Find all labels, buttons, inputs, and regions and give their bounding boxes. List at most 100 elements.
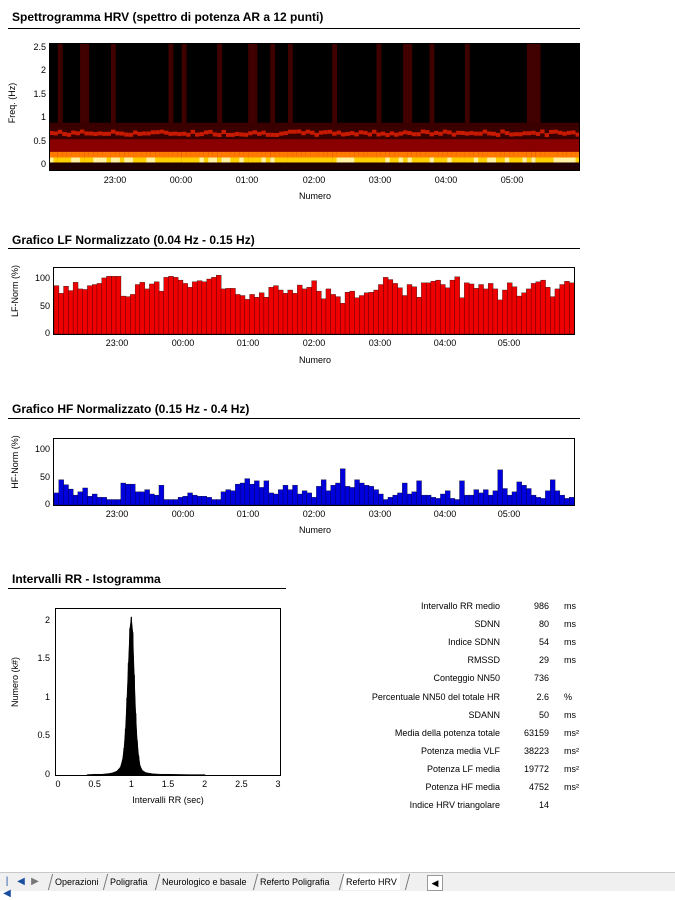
hf-xtick: 05:00: [489, 509, 529, 519]
spectrogram-cell: [270, 157, 275, 162]
hf-bar: [64, 485, 69, 505]
stats-value: 38223: [509, 746, 549, 756]
stats-row: RMSSD: [300, 655, 500, 669]
sheet-tab[interactable]: Operazioni: [52, 874, 102, 890]
spectrogram-cell: [359, 157, 364, 162]
hf-bar: [526, 489, 531, 506]
lf-bar: [245, 299, 250, 334]
spectrogram-cell: [195, 157, 200, 162]
lf-ytick: 100: [24, 273, 50, 283]
lf-bar: [168, 276, 173, 334]
lf-xlabel: Numero: [275, 355, 355, 365]
spectrogram-cell: [217, 163, 222, 171]
spectrogram-cell: [492, 163, 497, 171]
hist-bar: [128, 663, 129, 775]
spectrogram-cell: [58, 152, 63, 158]
spectrogram-cell: [368, 157, 373, 162]
spectrogram-cell: [438, 163, 443, 171]
spectrogram-cell: [102, 132, 107, 136]
spectrogram-cell: [505, 152, 510, 158]
lf-xtick: 23:00: [97, 338, 137, 348]
stats-label: Potenza HF media: [425, 782, 500, 792]
sheet-tab[interactable]: Poligrafia: [107, 874, 151, 890]
spectrogram-cell: [483, 152, 488, 158]
stats-value: 54: [509, 637, 549, 647]
spectrogram-cell: [381, 123, 386, 139]
stats-label: SDNN: [474, 619, 500, 629]
hf-bar: [307, 493, 312, 505]
spectrogram-ytick: 1: [20, 112, 46, 122]
spectrogram-cell: [315, 157, 320, 162]
spectrogram-cell: [195, 152, 200, 158]
spectrogram-cell: [173, 163, 178, 171]
hf-bar: [541, 498, 546, 505]
spectrogram-cell: [332, 132, 337, 136]
hf-bar: [483, 490, 488, 505]
prev-sheet-icon[interactable]: ◀: [16, 876, 26, 888]
hf-bar: [245, 479, 250, 505]
spectrogram-cell: [447, 130, 452, 134]
spectrogram-cell: [390, 123, 395, 139]
sheet-tab[interactable]: Referto Poligrafia: [257, 874, 333, 890]
spectrogram-cell: [199, 157, 204, 162]
spectrogram-cell: [107, 152, 112, 158]
spectrogram-cell: [496, 133, 501, 137]
spectrogram-cell: [536, 132, 541, 136]
spectrogram-cell: [390, 152, 395, 158]
stats-value: 986: [509, 601, 549, 611]
hf-bar-chart: [53, 438, 575, 506]
spectrogram-cell: [407, 163, 412, 171]
spectrogram-cell: [310, 152, 315, 158]
spectrogram-cell: [199, 123, 204, 139]
spectrogram-cell: [160, 152, 165, 158]
spectrogram-cell: [399, 132, 404, 136]
spectrogram-cell: [359, 163, 364, 171]
lf-bar: [512, 287, 517, 334]
spectrogram-cell: [341, 157, 346, 162]
hf-bar: [278, 490, 283, 505]
sheet-tab[interactable]: Referto HRV: [343, 874, 400, 890]
spectrogram-cell: [461, 163, 466, 171]
spectrogram-cell: [345, 163, 350, 171]
spectrogram-cell: [399, 123, 404, 139]
lf-bar: [455, 277, 460, 334]
spectrogram-cell: [571, 152, 576, 158]
spectrogram-cell: [434, 152, 439, 158]
spectrogram-cell: [124, 163, 129, 171]
spectrogram-cell: [292, 163, 297, 171]
spectrogram-cell: [562, 163, 567, 171]
spectrogram-cell: [407, 131, 412, 135]
spectrogram-cell: [177, 163, 182, 171]
hf-bar: [450, 498, 455, 505]
stats-label: Intervallo RR medio: [421, 601, 500, 611]
spectrogram-cell: [505, 131, 510, 135]
horizontal-scrollbar[interactable]: ◀: [427, 875, 443, 891]
first-sheet-icon[interactable]: |◀: [2, 876, 12, 888]
spectrogram-cell: [509, 157, 514, 162]
spectrogram-cell: [301, 152, 306, 158]
spectrogram-cell: [151, 130, 156, 134]
spectrogram-cell: [186, 163, 191, 171]
lf-bar: [498, 300, 503, 334]
spectrogram-cell: [199, 152, 204, 158]
hf-bar: [126, 484, 131, 505]
spectrogram-cell: [376, 123, 381, 139]
hist-xtick: 0: [38, 779, 78, 789]
spectrogram-cell: [505, 157, 510, 162]
sheet-tab[interactable]: Neurologico e basale: [159, 874, 250, 890]
lf-bar: [183, 283, 188, 334]
hf-bar: [235, 484, 240, 505]
spectrogram-cell: [89, 157, 94, 162]
spectrogram-cell: [567, 163, 572, 171]
next-sheet-icon[interactable]: ▶: [30, 876, 40, 888]
spectrogram-cell: [381, 163, 386, 171]
spectrogram-cell: [257, 163, 262, 171]
spectrogram-cell: [133, 163, 138, 171]
hist-bar: [135, 713, 136, 775]
hist-bar: [134, 675, 135, 775]
spectrogram-cell: [213, 157, 218, 162]
lf-ylabel: LF-Norm (%): [10, 256, 20, 326]
spectrogram-cell: [492, 157, 497, 162]
spectrogram-cell: [182, 132, 187, 136]
spectrogram-cell: [553, 157, 558, 162]
